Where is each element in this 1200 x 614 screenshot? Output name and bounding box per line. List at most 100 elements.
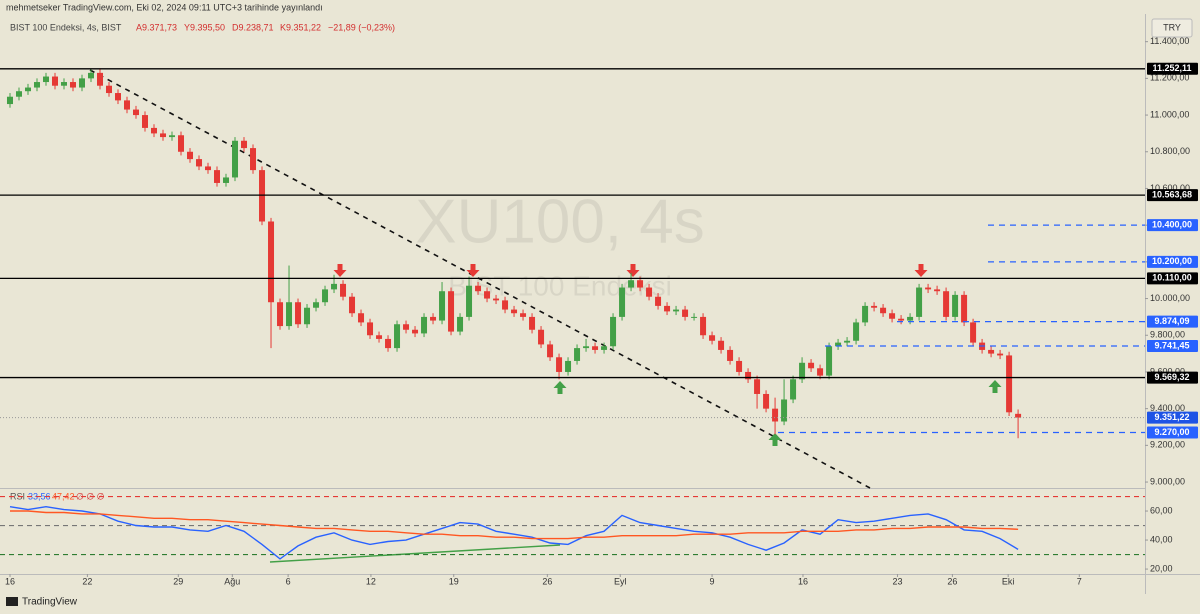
price-label: 9.874,09 (1154, 316, 1189, 326)
price-label: 10.200,00 (1152, 256, 1192, 266)
candle-body (223, 177, 230, 183)
rsi-trend-line (269, 544, 561, 563)
candle-body (646, 287, 653, 297)
candle-body (214, 170, 221, 183)
candle-body (628, 280, 635, 288)
price-label-box (1147, 219, 1198, 232)
sell-arrow (914, 264, 928, 277)
x-tick-label: 19 (449, 576, 459, 586)
candle-body (87, 72, 94, 79)
currency[interactable]: TRY (1163, 22, 1181, 32)
candle-body (502, 300, 509, 310)
candle-body (862, 305, 869, 323)
candle-body (1006, 355, 1013, 413)
price-label: 10.563,68 (1152, 190, 1192, 200)
candle-body (466, 285, 473, 317)
price-label-box (1147, 189, 1198, 202)
candle-body (133, 109, 140, 116)
candle-body (430, 316, 437, 321)
candle-body (367, 322, 374, 336)
author-line: mehmetseker TradingView.com, Eki 02, 202… (6, 2, 323, 12)
candle-body (403, 324, 410, 330)
y-tick-label: 9.800,00 (1150, 330, 1185, 340)
candle-body (583, 346, 590, 349)
y-tick-label: 9.400,00 (1150, 403, 1185, 413)
candle-body (997, 353, 1004, 356)
candle-body (232, 140, 239, 178)
candle-body (51, 76, 58, 86)
candle-body (250, 148, 257, 171)
candle-body (33, 82, 40, 88)
x-tick-label: 16 (798, 576, 808, 586)
candle-body (619, 287, 626, 317)
candle-body (655, 296, 662, 306)
y-tick-label: 11.400,00 (1150, 36, 1189, 46)
candle-body (286, 302, 293, 327)
candle-body (385, 338, 392, 349)
candle-body (196, 159, 203, 167)
candle-body (142, 115, 149, 128)
x-tick-label: 7 (1077, 576, 1082, 586)
candle-body (664, 305, 671, 312)
candle-body (781, 399, 788, 422)
x-tick-label: 23 (892, 576, 902, 586)
ohlc-high: Y9.395,50 (184, 22, 225, 32)
candle-body (151, 127, 158, 134)
candle-body (106, 85, 113, 94)
price-label-box (1147, 272, 1198, 285)
candle-body (934, 289, 941, 292)
candle-body (376, 335, 383, 339)
candle-body (259, 170, 266, 222)
candle-body (529, 316, 536, 330)
candle-body (475, 285, 482, 292)
currency-box[interactable] (1151, 18, 1193, 38)
candle-body (511, 309, 518, 314)
ohlc-open: A9.371,73 (136, 22, 177, 32)
price-label-box (1147, 371, 1198, 384)
x-tick-label: 12 (366, 576, 376, 586)
candle-body (826, 346, 833, 376)
price-label: 10.400,00 (1152, 220, 1192, 230)
rsi-line (10, 510, 1019, 540)
candle-body (835, 342, 842, 347)
candle-body (268, 221, 275, 303)
candle-body (736, 360, 743, 372)
candle-body (60, 82, 67, 86)
ohlc-change: −21,89 (−0,23%) (328, 22, 395, 32)
buy-arrow (768, 433, 782, 446)
candle-body (412, 329, 419, 334)
y-tick-label: 9.200,00 (1150, 440, 1185, 450)
y-tick-label: 9.000,00 (1150, 476, 1185, 486)
candle-body (673, 309, 680, 312)
buy-arrow (988, 380, 1002, 393)
candle-body (124, 100, 131, 110)
y-tick-label: 11.000,00 (1150, 109, 1189, 119)
candle-body (637, 280, 644, 288)
ohlc-low: D9.238,71 (232, 22, 274, 32)
price-label: 10.110,00 (1152, 273, 1192, 283)
candle-body (727, 349, 734, 361)
candle-body (1015, 413, 1022, 418)
candle-body (205, 166, 212, 171)
price-label-box (1147, 426, 1198, 439)
candle-body (799, 362, 806, 380)
candle-body (925, 287, 932, 290)
candle-body (574, 348, 581, 361)
candle-body (961, 294, 968, 323)
candle-body (358, 313, 365, 323)
candle-body (115, 93, 122, 101)
sell-arrow (466, 264, 480, 277)
candle-body (988, 349, 995, 354)
candle-body (700, 316, 707, 336)
candle-body (448, 291, 455, 332)
brand: TradingView (22, 597, 78, 608)
symbol: BIST 100 Endeksi, 4s, BIST (10, 22, 122, 32)
candle-body (889, 313, 896, 319)
candle-body (745, 371, 752, 380)
candle-body (169, 135, 176, 138)
candle-body (547, 344, 554, 358)
candle-body (538, 329, 545, 345)
candle-body (69, 82, 76, 88)
candle-body (24, 87, 31, 92)
